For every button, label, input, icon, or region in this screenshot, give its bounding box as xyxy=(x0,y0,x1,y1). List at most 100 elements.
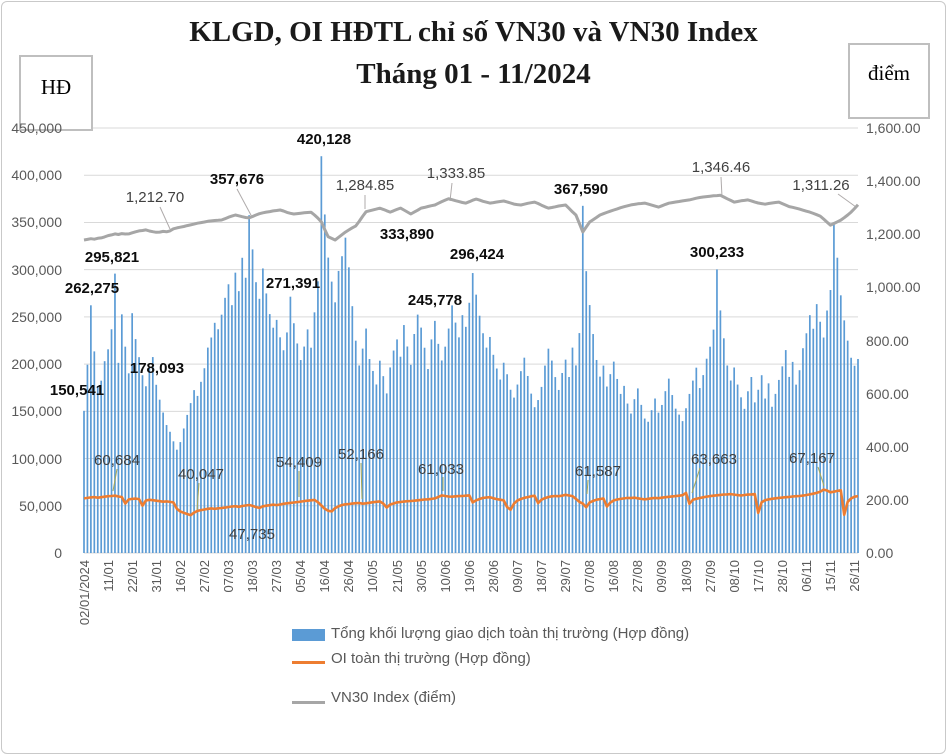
volume-bar xyxy=(334,302,336,553)
volume-bar xyxy=(547,348,550,553)
volume-bar xyxy=(406,346,409,553)
volume-bar xyxy=(303,346,306,553)
volume-bar xyxy=(292,323,295,553)
y-axis-left-tick: 300,000 xyxy=(11,261,62,278)
oi-line xyxy=(83,488,859,517)
legend-label-vn30: VN30 Index (điểm) xyxy=(331,689,457,706)
volume-bar xyxy=(599,376,601,553)
legend-item-vn30[interactable]: VN30 Index (điểm) xyxy=(292,688,689,707)
volume-bar xyxy=(540,386,543,553)
oi-line-swatch-icon xyxy=(292,660,325,664)
volume-bar xyxy=(134,339,137,553)
volume-bar-swatch-icon xyxy=(292,628,325,641)
volume-bar xyxy=(248,215,250,553)
y-axis-left-tick: 200,000 xyxy=(11,356,62,373)
volume-bar xyxy=(382,376,385,553)
volume-bar xyxy=(176,449,178,553)
volume-bar xyxy=(90,305,92,553)
volume-bar xyxy=(760,375,763,553)
volume-bar xyxy=(612,361,615,553)
legend-item-volume[interactable]: Tổng khối lượng giao dịch toàn thị trườn… xyxy=(292,624,689,643)
volume-bar xyxy=(747,391,749,553)
volume-bar xyxy=(722,338,725,553)
volume-bar xyxy=(110,329,113,553)
volume-bar xyxy=(234,272,237,553)
volume-bar xyxy=(227,284,230,553)
volume-bar xyxy=(492,354,495,553)
volume-bar xyxy=(530,393,533,553)
volume-bar xyxy=(489,336,491,553)
volume-bar xyxy=(409,364,412,553)
vn30-data-label: 1,284.85 xyxy=(335,177,395,194)
volume-bar xyxy=(430,339,433,553)
volume-bar xyxy=(155,384,158,553)
volume-bar xyxy=(537,400,539,553)
volume-bar xyxy=(385,393,388,553)
volume-bar xyxy=(533,407,536,553)
volume-bar xyxy=(716,269,718,553)
volume-bar xyxy=(822,337,825,553)
legend-item-oi[interactable]: OI toàn thị trường (Hợp đồng) xyxy=(292,649,689,668)
legend-label-oi: OI toàn thị trường (Hợp đồng) xyxy=(331,650,531,667)
volume-bar xyxy=(320,156,323,553)
y-axis-right-tick: 1,600.00 xyxy=(866,120,921,136)
volume-bar xyxy=(592,334,594,553)
volume-bar xyxy=(206,347,209,553)
volume-bar xyxy=(255,282,257,553)
volume-bar xyxy=(650,410,653,553)
volume-bar xyxy=(434,320,436,553)
volume-bar xyxy=(114,273,116,553)
volume-bar xyxy=(306,329,309,553)
y-axis-right-tick: 1,400.00 xyxy=(866,173,921,190)
volume-bar xyxy=(286,332,288,553)
oi-leader-line xyxy=(360,462,363,500)
volume-bar xyxy=(475,294,478,553)
volume-data-label: 262,275 xyxy=(64,280,120,297)
volume-bar xyxy=(399,356,402,553)
volume-bar xyxy=(396,339,398,553)
volume-bar xyxy=(138,357,140,553)
volume-bar xyxy=(317,281,319,553)
y-axis-left-tick: 250,000 xyxy=(11,308,62,325)
volume-bar xyxy=(447,328,450,553)
volume-bar xyxy=(189,403,192,553)
oi-data-label: 61,587 xyxy=(575,463,621,480)
volume-bar xyxy=(237,291,240,553)
volume-bar xyxy=(674,408,677,553)
volume-bar xyxy=(757,389,760,553)
volume-bar xyxy=(750,377,753,553)
volume-bar xyxy=(193,390,195,553)
volume-bar xyxy=(282,350,285,553)
volume-bar xyxy=(791,361,794,553)
y-axis-left-tick: 0 xyxy=(54,544,62,561)
volume-bar xyxy=(464,326,467,553)
volume-bar xyxy=(726,365,729,553)
volume-bar xyxy=(162,412,164,553)
volume-data-label: 150,541 xyxy=(49,382,105,399)
volume-bar xyxy=(678,414,680,553)
volume-bar xyxy=(279,337,281,553)
vn30-data-label: 1,333.85 xyxy=(426,165,486,182)
volume-bar xyxy=(444,346,447,553)
volume-bar xyxy=(516,384,519,553)
volume-bar xyxy=(857,358,859,553)
vn30-line xyxy=(83,193,860,242)
oi-leader-line xyxy=(112,468,118,492)
volume-bar xyxy=(186,414,189,553)
volume-bar xyxy=(544,365,546,553)
volume-bar xyxy=(564,359,567,553)
y-axis-right-tick: 0.00 xyxy=(866,545,894,562)
volume-bar xyxy=(451,305,453,553)
volume-bar xyxy=(839,295,842,553)
volume-bar xyxy=(798,370,801,553)
y-axis-left-tick: 400,000 xyxy=(11,167,62,184)
volume-bar xyxy=(526,375,529,553)
volume-data-label: 300,233 xyxy=(689,244,745,261)
volume-bar xyxy=(344,237,347,554)
volume-bar xyxy=(812,328,815,553)
volume-bar xyxy=(753,402,756,553)
chart-title-line1: KLGD, OI HĐTL chỉ số VN30 và VN30 Index xyxy=(189,16,758,48)
volume-bar xyxy=(688,393,691,553)
x-axis-tick: 08/10 xyxy=(726,560,742,593)
